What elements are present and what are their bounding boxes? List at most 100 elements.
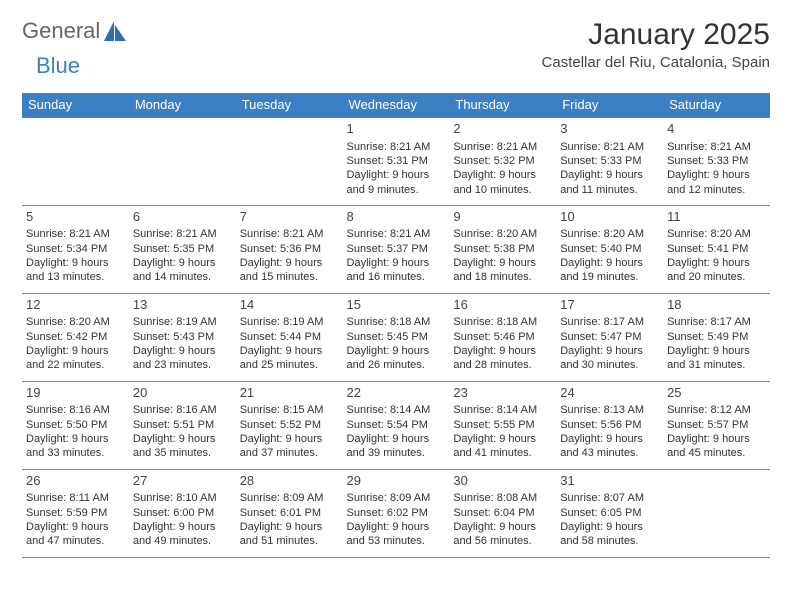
day-info: Sunrise: 8:21 AMSunset: 5:35 PMDaylight:… xyxy=(133,227,232,284)
day-number: 31 xyxy=(560,473,659,490)
day-info: Sunrise: 8:16 AMSunset: 5:51 PMDaylight:… xyxy=(133,403,232,460)
title-block: January 2025 Castellar del Riu, Cataloni… xyxy=(542,18,770,71)
weekday-header: Tuesday xyxy=(236,93,343,117)
brand-part1: General xyxy=(22,18,100,44)
day-number: 16 xyxy=(453,297,552,314)
day-number: 22 xyxy=(347,385,446,402)
calendar-day: 28Sunrise: 8:09 AMSunset: 6:01 PMDayligh… xyxy=(236,469,343,557)
day-info: Sunrise: 8:21 AMSunset: 5:31 PMDaylight:… xyxy=(347,140,446,197)
day-number: 20 xyxy=(133,385,232,402)
day-number: 1 xyxy=(347,121,446,138)
calendar-body: 1 Sunrise: 8:21 AMSunset: 5:31 PMDaylight… xyxy=(22,117,770,557)
day-number: 6 xyxy=(133,209,232,226)
day-info: Sunrise: 8:21 AMSunset: 5:36 PMDaylight:… xyxy=(240,227,339,284)
page-title: January 2025 xyxy=(542,18,770,52)
day-info: Sunrise: 8:19 AMSunset: 5:44 PMDaylight:… xyxy=(240,315,339,372)
weekday-header: Monday xyxy=(129,93,236,117)
day-info: Sunrise: 8:14 AMSunset: 5:54 PMDaylight:… xyxy=(347,403,446,460)
calendar-day: 26Sunrise: 8:11 AMSunset: 5:59 PMDayligh… xyxy=(22,469,129,557)
day-number: 4 xyxy=(667,121,766,138)
day-info: Sunrise: 8:20 AMSunset: 5:42 PMDaylight:… xyxy=(26,315,125,372)
weekday-header: Wednesday xyxy=(343,93,450,117)
day-number: 29 xyxy=(347,473,446,490)
day-info: Sunrise: 8:21 AMSunset: 5:33 PMDaylight:… xyxy=(560,140,659,197)
calendar-day: 15Sunrise: 8:18 AMSunset: 5:45 PMDayligh… xyxy=(343,293,450,381)
calendar-day: 1 Sunrise: 8:21 AMSunset: 5:31 PMDaylight… xyxy=(343,117,450,205)
day-info: Sunrise: 8:20 AMSunset: 5:41 PMDaylight:… xyxy=(667,227,766,284)
weekday-header: Saturday xyxy=(663,93,770,117)
brand-part2: Blue xyxy=(36,53,80,78)
day-info: Sunrise: 8:15 AMSunset: 5:52 PMDaylight:… xyxy=(240,403,339,460)
day-number: 30 xyxy=(453,473,552,490)
calendar-day: 18Sunrise: 8:17 AMSunset: 5:49 PMDayligh… xyxy=(663,293,770,381)
calendar-day: 5Sunrise: 8:21 AMSunset: 5:34 PMDaylight… xyxy=(22,205,129,293)
calendar-day: 21Sunrise: 8:15 AMSunset: 5:52 PMDayligh… xyxy=(236,381,343,469)
day-number: 8 xyxy=(347,209,446,226)
calendar-week: 12Sunrise: 8:20 AMSunset: 5:42 PMDayligh… xyxy=(22,293,770,381)
day-info: Sunrise: 8:17 AMSunset: 5:47 PMDaylight:… xyxy=(560,315,659,372)
calendar-day: 12Sunrise: 8:20 AMSunset: 5:42 PMDayligh… xyxy=(22,293,129,381)
day-info: Sunrise: 8:13 AMSunset: 5:56 PMDaylight:… xyxy=(560,403,659,460)
calendar-week: 5Sunrise: 8:21 AMSunset: 5:34 PMDaylight… xyxy=(22,205,770,293)
day-number: 3 xyxy=(560,121,659,138)
day-info: Sunrise: 8:11 AMSunset: 5:59 PMDaylight:… xyxy=(26,491,125,548)
calendar-day: 20Sunrise: 8:16 AMSunset: 5:51 PMDayligh… xyxy=(129,381,236,469)
calendar-empty xyxy=(663,469,770,557)
day-number: 21 xyxy=(240,385,339,402)
calendar-day: 4 Sunrise: 8:21 AMSunset: 5:33 PMDaylight… xyxy=(663,117,770,205)
day-number: 2 xyxy=(453,121,552,138)
calendar-day: 13Sunrise: 8:19 AMSunset: 5:43 PMDayligh… xyxy=(129,293,236,381)
day-number: 15 xyxy=(347,297,446,314)
day-info: Sunrise: 8:07 AMSunset: 6:05 PMDaylight:… xyxy=(560,491,659,548)
day-info: Sunrise: 8:21 AMSunset: 5:34 PMDaylight:… xyxy=(26,227,125,284)
calendar-week: 19Sunrise: 8:16 AMSunset: 5:50 PMDayligh… xyxy=(22,381,770,469)
calendar-day: 16Sunrise: 8:18 AMSunset: 5:46 PMDayligh… xyxy=(449,293,556,381)
day-info: Sunrise: 8:19 AMSunset: 5:43 PMDaylight:… xyxy=(133,315,232,372)
day-number: 11 xyxy=(667,209,766,226)
calendar-day: 19Sunrise: 8:16 AMSunset: 5:50 PMDayligh… xyxy=(22,381,129,469)
calendar-day: 10Sunrise: 8:20 AMSunset: 5:40 PMDayligh… xyxy=(556,205,663,293)
day-number: 23 xyxy=(453,385,552,402)
calendar-day: 22Sunrise: 8:14 AMSunset: 5:54 PMDayligh… xyxy=(343,381,450,469)
calendar-day: 23Sunrise: 8:14 AMSunset: 5:55 PMDayligh… xyxy=(449,381,556,469)
day-info: Sunrise: 8:09 AMSunset: 6:02 PMDaylight:… xyxy=(347,491,446,548)
page-subtitle: Castellar del Riu, Catalonia, Spain xyxy=(542,54,770,71)
calendar-day: 2 Sunrise: 8:21 AMSunset: 5:32 PMDaylight… xyxy=(449,117,556,205)
calendar-day: 25Sunrise: 8:12 AMSunset: 5:57 PMDayligh… xyxy=(663,381,770,469)
day-info: Sunrise: 8:21 AMSunset: 5:33 PMDaylight:… xyxy=(667,140,766,197)
calendar-day: 14Sunrise: 8:19 AMSunset: 5:44 PMDayligh… xyxy=(236,293,343,381)
day-number: 17 xyxy=(560,297,659,314)
day-number: 13 xyxy=(133,297,232,314)
day-number: 27 xyxy=(133,473,232,490)
calendar-day: 3 Sunrise: 8:21 AMSunset: 5:33 PMDaylight… xyxy=(556,117,663,205)
day-number: 5 xyxy=(26,209,125,226)
day-info: Sunrise: 8:17 AMSunset: 5:49 PMDaylight:… xyxy=(667,315,766,372)
day-info: Sunrise: 8:21 AMSunset: 5:32 PMDaylight:… xyxy=(453,140,552,197)
day-number: 25 xyxy=(667,385,766,402)
calendar-day: 17Sunrise: 8:17 AMSunset: 5:47 PMDayligh… xyxy=(556,293,663,381)
day-info: Sunrise: 8:12 AMSunset: 5:57 PMDaylight:… xyxy=(667,403,766,460)
calendar-day: 27Sunrise: 8:10 AMSunset: 6:00 PMDayligh… xyxy=(129,469,236,557)
calendar-day: 31Sunrise: 8:07 AMSunset: 6:05 PMDayligh… xyxy=(556,469,663,557)
weekday-header: Thursday xyxy=(449,93,556,117)
day-info: Sunrise: 8:18 AMSunset: 5:46 PMDaylight:… xyxy=(453,315,552,372)
calendar-table: SundayMondayTuesdayWednesdayThursdayFrid… xyxy=(22,93,770,558)
day-info: Sunrise: 8:09 AMSunset: 6:01 PMDaylight:… xyxy=(240,491,339,548)
day-number: 28 xyxy=(240,473,339,490)
calendar-day: 8Sunrise: 8:21 AMSunset: 5:37 PMDaylight… xyxy=(343,205,450,293)
day-number: 26 xyxy=(26,473,125,490)
calendar-empty xyxy=(236,117,343,205)
day-number: 12 xyxy=(26,297,125,314)
day-info: Sunrise: 8:18 AMSunset: 5:45 PMDaylight:… xyxy=(347,315,446,372)
calendar-day: 7Sunrise: 8:21 AMSunset: 5:36 PMDaylight… xyxy=(236,205,343,293)
day-info: Sunrise: 8:10 AMSunset: 6:00 PMDaylight:… xyxy=(133,491,232,548)
calendar-header: SundayMondayTuesdayWednesdayThursdayFrid… xyxy=(22,93,770,117)
calendar-empty xyxy=(129,117,236,205)
day-info: Sunrise: 8:16 AMSunset: 5:50 PMDaylight:… xyxy=(26,403,125,460)
day-info: Sunrise: 8:21 AMSunset: 5:37 PMDaylight:… xyxy=(347,227,446,284)
day-info: Sunrise: 8:14 AMSunset: 5:55 PMDaylight:… xyxy=(453,403,552,460)
day-number: 19 xyxy=(26,385,125,402)
day-number: 18 xyxy=(667,297,766,314)
day-info: Sunrise: 8:20 AMSunset: 5:40 PMDaylight:… xyxy=(560,227,659,284)
calendar-day: 24Sunrise: 8:13 AMSunset: 5:56 PMDayligh… xyxy=(556,381,663,469)
